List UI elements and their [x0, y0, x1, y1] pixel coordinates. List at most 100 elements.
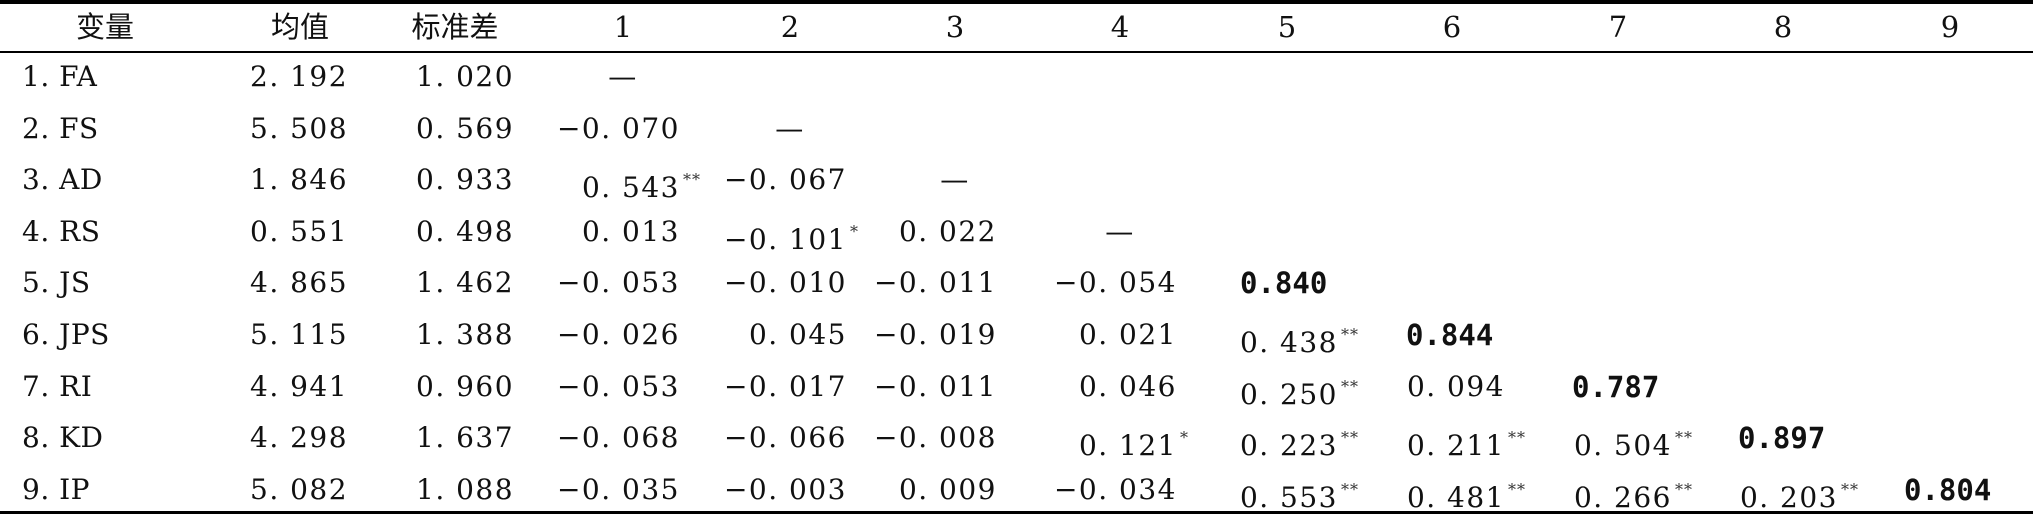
correlation-cell: −0. 011 [874, 262, 997, 304]
correlation-cell: −0. 054 [1054, 262, 1177, 304]
column-header: 7 [1608, 10, 1628, 44]
correlation-value: 0. 553 [1239, 480, 1338, 514]
correlation-cell: — [1105, 211, 1135, 253]
sd-value: 0. 933 [416, 163, 515, 197]
reliability-diagonal-cell: 0.804 [1904, 469, 1991, 511]
correlation-value: −0. 053 [556, 266, 680, 300]
correlation-value: 0. 481 [1406, 480, 1505, 514]
mean-value: 4. 941 [250, 369, 349, 403]
column-header: 5 [1277, 10, 1297, 44]
correlation-value: 0. 013 [581, 214, 680, 248]
variable-label: 3. AD [22, 163, 103, 197]
correlation-cell: 0. 203 ** [1739, 469, 1859, 514]
column-header: 8 [1773, 10, 1793, 44]
correlation-cell: −0. 017 [724, 366, 847, 408]
column-header: 9 [1940, 10, 1960, 44]
correlation-cell: 0. 121 * [1079, 417, 1189, 462]
significance-marker: ** [1341, 428, 1359, 448]
correlation-value: 0. 045 [748, 318, 847, 351]
correlation-value: −0. 010 [723, 266, 847, 300]
mean-value: 4. 865 [250, 266, 349, 300]
column-header: 3 [945, 10, 965, 44]
correlation-cell: 0. 481 ** [1406, 469, 1526, 514]
mean-value: 1. 846 [250, 163, 349, 197]
correlation-value: −0. 053 [556, 369, 680, 403]
correlation-cell: −0. 053 [557, 366, 680, 408]
correlation-cell: 0. 553 ** [1239, 469, 1359, 514]
correlation-cell: 0. 250 ** [1240, 366, 1359, 411]
correlation-cell: −0. 010 [724, 262, 847, 304]
correlation-cell: −0. 068 [557, 417, 680, 459]
correlation-value: −0. 026 [556, 318, 680, 351]
column-header: 4 [1110, 10, 1130, 44]
variable-label: 2. FS [22, 111, 99, 145]
reliability-value: 0.804 [1904, 472, 1992, 507]
sd-value: 1. 462 [416, 266, 515, 300]
correlation-value: −0. 011 [873, 369, 997, 403]
correlation-value: −0. 054 [1053, 266, 1177, 300]
mean-value: 2. 192 [250, 60, 349, 93]
significance-marker: ** [1341, 325, 1359, 344]
reliability-diagonal-cell: 0.840 [1240, 262, 1327, 304]
correlation-cell: −0. 066 [724, 417, 847, 459]
correlation-value: 0. 543 [581, 171, 680, 205]
sd-value: 1. 637 [416, 421, 515, 455]
correlation-cell: 0. 009 [899, 469, 997, 511]
correlation-value: — [940, 163, 970, 197]
correlation-value: −0. 068 [556, 421, 680, 455]
column-header: 2 [780, 10, 800, 44]
correlation-value: −0. 101 [723, 222, 847, 256]
sd-value: 0. 498 [416, 214, 515, 248]
correlation-cell: −0. 101 * [723, 211, 859, 256]
variable-label: 6. JPS [22, 318, 110, 351]
correlation-cell: 0. 266 ** [1573, 469, 1693, 514]
correlation-cell: −0. 003 [724, 469, 847, 511]
sd-value: 0. 960 [416, 369, 515, 403]
correlation-value: 0. 211 [1406, 429, 1505, 463]
correlation-cell: −0. 067 [724, 159, 847, 201]
correlation-value: 0. 438 [1239, 326, 1338, 359]
variable-label: 4. RS [22, 214, 101, 248]
column-header: 1 [613, 10, 633, 44]
significance-marker: * [850, 221, 859, 241]
correlation-value: −0. 034 [1053, 472, 1177, 506]
column-header: 变量 [75, 10, 134, 44]
correlation-cell: — [775, 108, 805, 150]
correlation-cell: 0. 046 [1079, 366, 1177, 408]
correlation-cell: 0. 021 [1079, 314, 1177, 356]
mean-value: 5. 115 [250, 318, 349, 351]
correlation-value: −0. 070 [556, 111, 680, 145]
correlation-value: — [1105, 214, 1135, 248]
reliability-diagonal-cell: 0.897 [1738, 417, 1825, 459]
table-bottom-rule [0, 511, 2033, 514]
significance-marker: ** [1841, 479, 1859, 499]
correlation-cell: 0. 543 ** [581, 159, 701, 205]
mean-value: 5. 082 [250, 472, 349, 506]
correlation-value: −0. 067 [723, 163, 847, 197]
correlation-value: −0. 011 [873, 266, 997, 300]
reliability-diagonal-cell: 0.787 [1572, 366, 1659, 408]
reliability-value: 0.840 [1240, 266, 1328, 301]
correlation-cell: 0. 438 ** [1239, 314, 1359, 359]
significance-marker: * [1180, 428, 1189, 448]
correlation-value: 0. 203 [1739, 480, 1838, 514]
correlation-value: 0. 009 [898, 472, 997, 506]
significance-marker: ** [1508, 479, 1526, 499]
correlation-value: 0. 266 [1573, 480, 1672, 514]
correlation-cell: 0. 022 [899, 211, 997, 253]
correlation-value: 0. 022 [898, 214, 997, 248]
correlation-cell: 0. 045 [749, 314, 847, 356]
column-header: 均值 [270, 10, 329, 44]
correlation-cell: −0. 011 [874, 366, 997, 408]
reliability-diagonal-cell: 0.844 [1406, 314, 1493, 356]
correlation-value: −0. 008 [873, 421, 997, 455]
correlation-cell: 0. 013 [582, 211, 680, 253]
correlation-cell: −0. 008 [874, 417, 997, 459]
sd-value: 0. 569 [416, 111, 515, 145]
correlation-value: 0. 094 [1406, 369, 1505, 403]
sd-value: 1. 388 [416, 318, 515, 351]
significance-marker: ** [683, 170, 701, 190]
correlation-cell: −0. 035 [557, 469, 680, 511]
correlation-value: −0. 019 [873, 318, 997, 351]
sd-value: 1. 088 [416, 472, 515, 506]
